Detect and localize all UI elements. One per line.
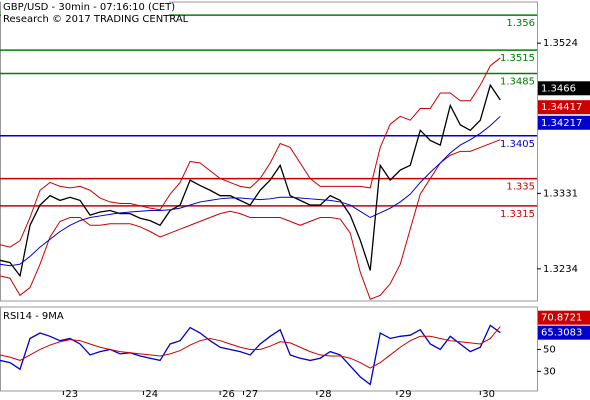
- chart-title: RSI14 - 9MA: [3, 311, 64, 322]
- value-tag: [538, 115, 590, 130]
- level-label: 1.3405: [500, 139, 535, 150]
- series-line: [0, 326, 501, 369]
- y-tick-label: 1.3524: [543, 38, 578, 49]
- value-tag: [538, 81, 590, 96]
- x-tick-label: 23: [65, 389, 78, 400]
- plot-frame: [0, 1, 538, 302]
- level-label: 1.3315: [500, 209, 535, 220]
- x-tick-label: 29: [399, 389, 412, 400]
- x-tick-label: 30: [482, 389, 495, 400]
- value-tag: [538, 325, 590, 340]
- series-line: [0, 83, 501, 278]
- level-label: 1.3485: [500, 76, 535, 87]
- y-tick-label: 1.3331: [543, 188, 578, 199]
- title-bg: [1, 0, 169, 26]
- value-tag: [538, 100, 590, 115]
- chart-subtitle: Research © 2017 TRADING CENTRAL: [3, 14, 189, 25]
- value-tag-label: 1.34417: [541, 102, 582, 113]
- series-line: [0, 324, 501, 386]
- level-label: 1.335: [506, 182, 535, 193]
- x-tick-label: 26: [222, 389, 235, 400]
- value-tag-label: 65.3083: [541, 328, 582, 339]
- series-line: [0, 115, 501, 267]
- y-tick-label: 1.3234: [543, 264, 578, 275]
- plot-frame: [0, 306, 538, 392]
- x-tick-label: 28: [319, 389, 332, 400]
- value-tag-label: 1.3466: [541, 83, 576, 94]
- level-label: 1.356: [506, 18, 535, 29]
- series-line: [0, 139, 501, 300]
- value-tag-label: 1.34217: [541, 118, 582, 129]
- chart-title: GBP/USD - 30min - 07:16:10 (CET): [3, 2, 175, 13]
- x-tick-label: 24: [145, 389, 158, 400]
- y-tick-label: 30: [543, 366, 556, 377]
- value-tag-label: 70.8721: [541, 313, 582, 324]
- series-line: [0, 57, 501, 248]
- level-label: 1.3515: [500, 53, 535, 64]
- y-tick-label: 50: [543, 344, 556, 355]
- value-tag: [538, 310, 590, 325]
- x-tick-label: 27: [245, 389, 258, 400]
